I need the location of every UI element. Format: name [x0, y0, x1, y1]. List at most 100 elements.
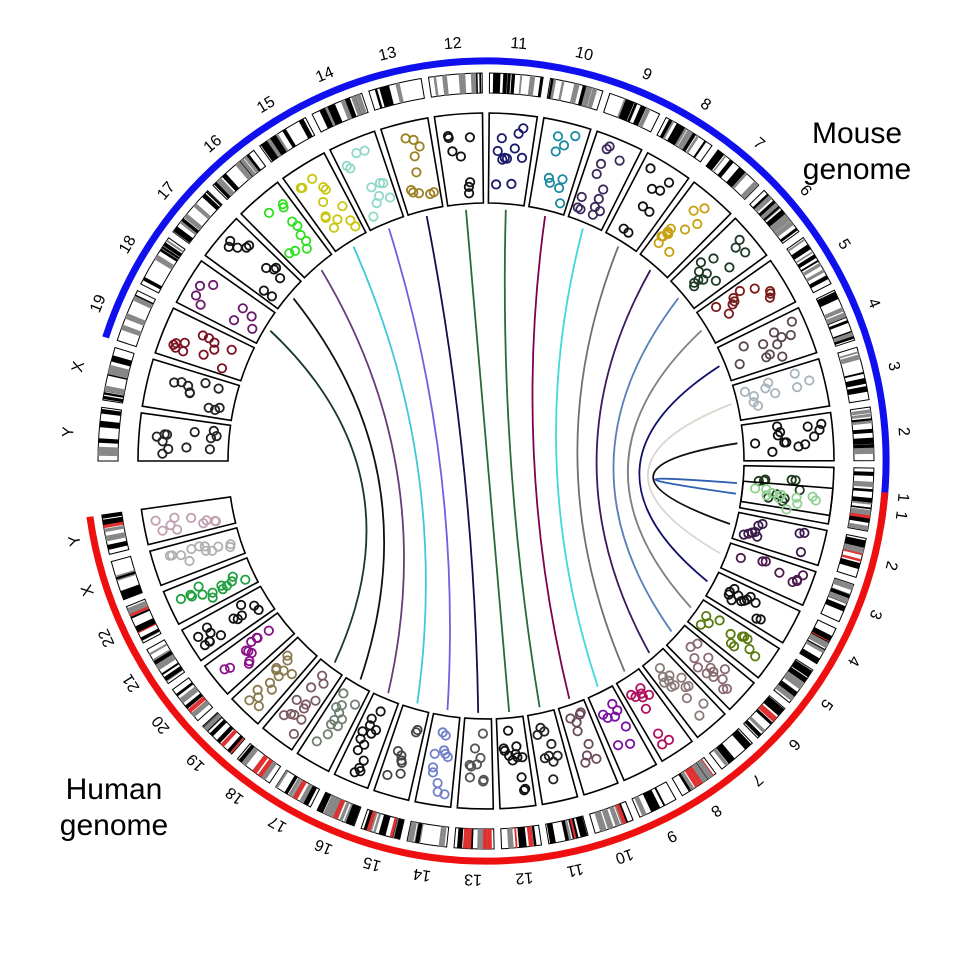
- mouse-band: [494, 73, 500, 94]
- human-band: [845, 536, 866, 547]
- human-data-point: [331, 702, 342, 713]
- mouse-data-point: [464, 177, 476, 188]
- mouse-data-point: [760, 383, 771, 394]
- mouse-data-point: [232, 242, 243, 253]
- synteny-link: [595, 269, 652, 654]
- human-band: [127, 600, 148, 615]
- human-data-point: [698, 698, 709, 709]
- human-track-chr-1: [738, 480, 834, 525]
- mouse-band: [108, 366, 129, 377]
- human-data-point: [652, 728, 664, 739]
- mouse-data-point: [405, 185, 417, 196]
- mouse-band: [805, 269, 825, 282]
- mouse-data-point: [767, 446, 778, 457]
- human-band: [325, 796, 339, 817]
- human-band: [569, 818, 577, 839]
- human-track-chr-4: [704, 571, 801, 644]
- mouse-band: [709, 152, 725, 171]
- human-data-point: [186, 591, 197, 602]
- mouse-data-point: [278, 202, 289, 213]
- mouse-data-point: [665, 223, 676, 234]
- human-band: [175, 682, 194, 697]
- human-band: [103, 521, 124, 529]
- human-data-point: [583, 738, 594, 750]
- mouse-band: [809, 275, 829, 289]
- mouse-band: [201, 193, 220, 211]
- mouse-data-point: [558, 140, 570, 151]
- human-data-point: [352, 745, 363, 756]
- mouse-band: [791, 244, 810, 259]
- human-data-point: [663, 734, 675, 746]
- human-band: [594, 811, 604, 832]
- human-data-point: [201, 622, 213, 633]
- synteny-link: [352, 246, 427, 704]
- human-band: [791, 663, 810, 678]
- mouse-data-point: [593, 193, 604, 204]
- mouse-data-point: [237, 303, 248, 314]
- mouse-data-point: [409, 151, 420, 162]
- mouse-data-point: [757, 339, 769, 350]
- human-chr-label-18: 18: [223, 783, 248, 807]
- human-data-point: [581, 750, 593, 761]
- mouse-data-point: [663, 177, 675, 188]
- mouse-data-point: [679, 224, 691, 235]
- genome-arcs: [86, 57, 890, 865]
- human-band: [731, 731, 750, 750]
- mouse-band: [787, 238, 806, 252]
- mouse-band: [768, 212, 788, 230]
- mouse-data-point: [791, 382, 803, 393]
- mouse-data-point: [161, 429, 173, 440]
- human-data-point: [359, 739, 370, 750]
- human-band: [332, 799, 345, 820]
- human-band: [642, 792, 656, 812]
- mouse-data-point: [270, 262, 282, 273]
- mouse-data-point: [359, 145, 370, 156]
- mouse-band: [327, 105, 340, 126]
- human-data-point: [296, 714, 307, 725]
- human-data-point: [169, 512, 180, 523]
- human-data-point: [714, 615, 725, 626]
- human-data-point: [439, 789, 450, 800]
- mouse-data-point: [214, 402, 225, 413]
- human-band: [564, 820, 572, 840]
- mouse-band: [802, 262, 822, 276]
- human-data-point: [282, 650, 293, 661]
- human-data-point: [795, 546, 807, 558]
- mouse-band: [442, 75, 449, 96]
- human-band: [575, 817, 583, 838]
- mouse-data-point: [816, 418, 827, 429]
- human-data-point: [738, 529, 749, 540]
- mouse-track-chr-3: [731, 357, 831, 422]
- mouse-data-point: [297, 182, 308, 193]
- human-band: [238, 744, 257, 765]
- human-band: [243, 748, 259, 766]
- mouse-data-point: [317, 196, 329, 208]
- human-track-chr-3: [719, 542, 817, 607]
- human-chr-label-6: 6: [785, 735, 804, 753]
- human-data-point: [201, 515, 212, 526]
- human-chr-label-5: 5: [817, 696, 836, 713]
- mouse-data-point: [764, 349, 775, 360]
- synteny-link: [654, 477, 738, 495]
- mouse-data-point: [698, 274, 709, 285]
- mouse-data-point: [552, 131, 564, 142]
- synteny-link: [388, 228, 451, 711]
- human-data-point: [552, 750, 563, 761]
- mouse-data-point: [244, 240, 255, 251]
- human-data-point: [227, 571, 238, 582]
- human-band: [634, 795, 647, 817]
- mouse-data-point: [184, 387, 195, 398]
- human-band: [163, 666, 183, 681]
- human-data-point: [164, 550, 175, 561]
- mouse-band: [853, 471, 874, 476]
- human-band: [735, 729, 752, 747]
- mouse-chr-label-X: X: [69, 359, 88, 374]
- mouse-band: [379, 86, 391, 108]
- human-chr-label-13: 13: [464, 870, 482, 888]
- human-chr-label-1: 1: [892, 510, 910, 521]
- mouse-band: [638, 107, 651, 128]
- mouse-band: [752, 193, 769, 210]
- human-band: [184, 693, 203, 709]
- mouse-band: [492, 73, 496, 94]
